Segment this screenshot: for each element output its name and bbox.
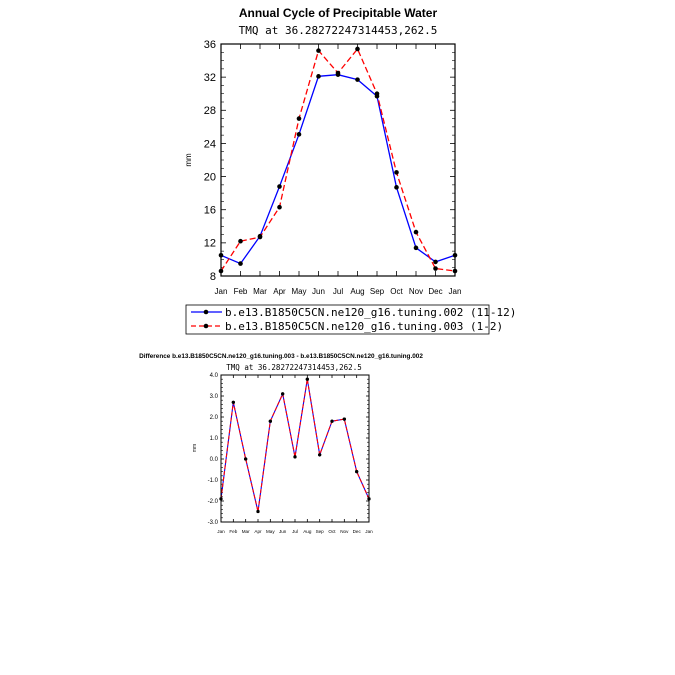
y-tick-label: 4.0: [210, 373, 219, 379]
x-tick-label: Feb: [234, 287, 248, 296]
series-2-point: [296, 116, 302, 121]
x-tick-label: May: [291, 287, 306, 296]
chart1-series: [218, 46, 458, 274]
chart2-subtitle: TMQ at 36.28272247314453,262.5: [226, 363, 361, 372]
series-2-point: [238, 238, 243, 244]
series-2-point: [335, 70, 341, 76]
series-1-point: [238, 261, 243, 266]
x-tick-label: Jul: [333, 287, 343, 296]
y-tick-label: 28: [204, 105, 216, 117]
series-2-point: [268, 419, 272, 423]
series-2-line: [220, 47, 456, 272]
chart2-title: Difference b.e13.B1850C5CN.ne120_g16.tun…: [139, 353, 423, 360]
series-1-point: [355, 77, 360, 82]
x-tick-label: Mar: [242, 529, 250, 534]
chart1-subtitle: TMQ at 36.28272247314453,262.5: [239, 24, 438, 37]
series-1-point: [413, 245, 419, 251]
y-tick-label: 12: [204, 238, 216, 250]
series-2-point: [293, 455, 297, 459]
series-2-point: [305, 377, 309, 381]
chart2-y-tick-labels: -3.0 -2.0 -1.0 0.0 1.0 2.0 3.0 4.0: [208, 373, 219, 526]
y-tick-label: 2.0: [210, 415, 219, 421]
chart1-y-tick-labels: 8 12 16 20 24 28 32 36: [204, 39, 216, 283]
legend-label-series1: b.e13.B1850C5CN.ne120_g16.tuning.002 (11…: [225, 306, 516, 319]
series-2-point: [316, 48, 321, 53]
series-1-line: [220, 74, 456, 265]
series-2-line: [220, 379, 370, 512]
x-tick-label: Dec: [428, 287, 442, 296]
y-tick-label: 24: [204, 138, 216, 150]
y-tick-label: -2.0: [208, 499, 219, 505]
y-tick-label: -1.0: [208, 478, 219, 484]
series-2-point: [355, 470, 359, 474]
legend-marker-series1: [203, 309, 209, 315]
x-tick-label: Nov: [340, 529, 349, 534]
series-2-point: [244, 457, 248, 461]
x-tick-label: Jun: [279, 529, 287, 534]
series-1-point: [316, 74, 321, 79]
x-tick-label: Mar: [253, 287, 267, 296]
y-tick-label: -3.0: [208, 520, 219, 526]
series-1-point: [394, 185, 399, 190]
series-2-point: [413, 229, 419, 235]
x-tick-label: Dec: [353, 529, 362, 534]
x-tick-label: Jan: [217, 529, 225, 534]
chart1-title: Annual Cycle of Precipitable Water: [239, 6, 438, 20]
series-2-point: [394, 170, 399, 175]
x-tick-label: Jun: [312, 287, 325, 296]
chart1-legend: b.e13.B1850C5CN.ne120_g16.tuning.002 (11…: [185, 304, 516, 335]
series-2-point: [433, 266, 438, 271]
x-tick-label: May: [266, 529, 275, 534]
y-tick-label: 36: [204, 39, 216, 51]
legend-label-series2: b.e13.B1850C5CN.ne120_g16.tuning.003 (1-…: [225, 320, 503, 333]
y-tick-label: 0.0: [210, 457, 219, 463]
series-2-point: [330, 419, 334, 423]
series-1-point: [296, 132, 302, 137]
series-1-point: [277, 184, 282, 189]
chart1-ylabel: mm: [184, 153, 193, 167]
y-tick-label: 20: [204, 171, 216, 183]
x-tick-label: Feb: [229, 529, 237, 534]
legend-box: [185, 304, 490, 335]
legend-marker-series2: [203, 323, 209, 329]
series-2-point: [257, 234, 263, 240]
x-tick-label: Oct: [328, 529, 336, 534]
chart1-plot-frame: [220, 43, 456, 277]
x-tick-label: Jul: [292, 529, 298, 534]
series-2-point: [318, 453, 322, 457]
series-2-point: [277, 204, 282, 210]
x-tick-label: Oct: [390, 287, 403, 296]
x-tick-label: Jan: [215, 287, 228, 296]
chart2-x-tick-labels: Jan Feb Mar Apr May Jun Jul Aug Sep Oct Nov Dec Jan: [217, 529, 373, 534]
series-1-point: [433, 259, 438, 265]
x-tick-label: Apr: [273, 287, 286, 296]
chart1-x-tick-labels: Jan Feb Mar Apr May Jun Jul Aug Sep Oct Nov Dec Jan: [215, 287, 462, 296]
x-tick-label: Jan: [449, 287, 462, 296]
x-tick-label: Apr: [254, 529, 262, 534]
y-tick-label: 1.0: [210, 436, 219, 442]
series-2-point: [281, 392, 285, 396]
y-tick-label: 32: [204, 72, 216, 84]
series-2-point: [231, 400, 235, 404]
x-tick-label: Aug: [350, 287, 364, 296]
x-tick-label: Nov: [409, 287, 423, 296]
x-tick-label: Aug: [303, 529, 312, 534]
chart2-ylabel: mm: [192, 444, 198, 452]
y-tick-label: 8: [210, 271, 216, 283]
chart2-plot-frame: [220, 374, 370, 523]
y-tick-label: 3.0: [210, 394, 219, 400]
series-2-point: [374, 91, 380, 97]
chart2-series: [219, 377, 371, 514]
x-tick-label: Jan: [365, 529, 373, 534]
series-2-point: [342, 417, 346, 421]
series-2-point: [355, 46, 360, 52]
x-tick-label: Sep: [370, 287, 385, 296]
series-2-point: [256, 509, 260, 514]
chart-difference: Difference b.e13.B1850C5CN.ne120_g16.tun…: [139, 353, 423, 534]
x-tick-label: Sep: [316, 529, 325, 534]
y-tick-label: 16: [204, 205, 216, 217]
chart-annual-cycle: Annual Cycle of Precipitable Water TMQ a…: [184, 6, 516, 335]
